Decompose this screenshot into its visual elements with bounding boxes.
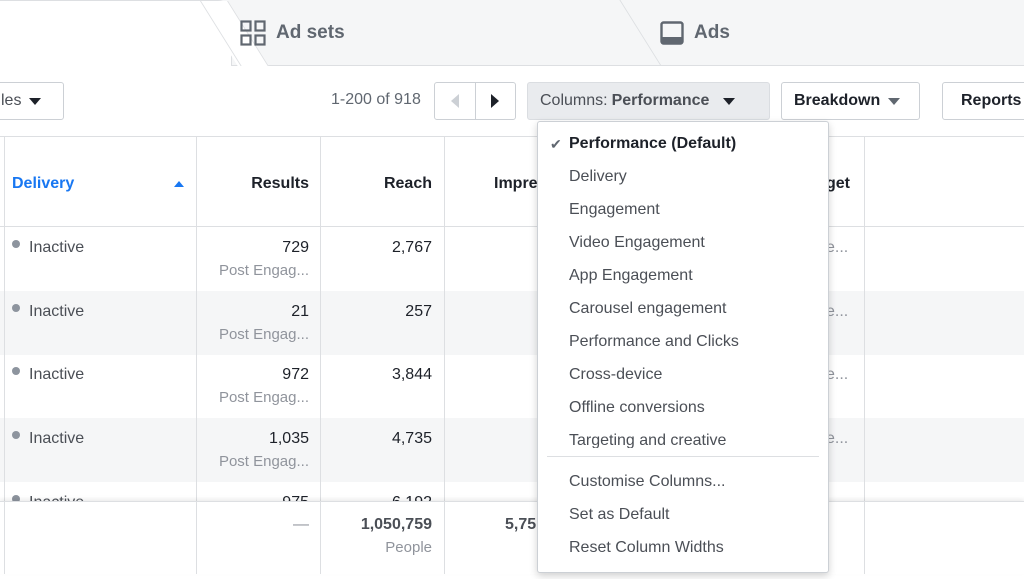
summary-row: — 1,050,759 People 5,75 <box>0 501 1024 574</box>
summary-results: — <box>293 516 309 533</box>
column-header-delivery[interactable]: Delivery <box>12 175 75 192</box>
column-divider <box>320 137 321 573</box>
column-header-reach[interactable]: Reach <box>383 175 432 192</box>
column-divider <box>4 502 5 574</box>
budget-value: e... <box>826 239 849 256</box>
table-toolbar: les 1-200 of 918 Columns: Performance Br… <box>0 66 1024 136</box>
delivery-status: Inactive <box>29 239 85 256</box>
level-tab-bar: Ad sets Ads <box>0 0 1024 67</box>
tab-ad-sets[interactable]: Ad sets <box>199 0 640 66</box>
menu-item-customise-columns[interactable]: Customise Columns... <box>569 473 726 490</box>
menu-divider <box>547 456 819 457</box>
sort-ascending-icon[interactable] <box>174 181 184 187</box>
budget-value: e... <box>826 303 849 320</box>
table-row[interactable]: Inactive 21 Post Engag... 257 e... <box>0 291 1024 355</box>
summary-reach: 1,050,759 <box>360 516 432 533</box>
chevron-down-icon <box>723 97 736 105</box>
column-header-results[interactable]: Results <box>251 175 309 192</box>
pagination <box>434 82 516 120</box>
budget-value: e... <box>826 366 849 383</box>
summary-impressions: 5,75 <box>505 516 537 533</box>
delivery-status: Inactive <box>29 430 85 447</box>
status-dot <box>12 240 20 248</box>
previous-page-button[interactable] <box>435 83 476 119</box>
ad-sets-grid-icon <box>240 20 266 46</box>
status-dot <box>12 304 20 312</box>
menu-item-cross-device[interactable]: Cross-device <box>569 366 663 383</box>
results-value: 972 <box>282 366 309 383</box>
tab-ad-sets-label: Ad sets <box>276 22 345 43</box>
columns-label: Columns: <box>540 92 608 109</box>
reports-label: Reports <box>961 92 1022 109</box>
delivery-status: Inactive <box>29 366 85 383</box>
ads-monitor-icon <box>660 21 684 45</box>
column-divider <box>196 502 197 574</box>
results-type: Post Engag... <box>218 389 309 406</box>
results-type: Post Engag... <box>218 326 309 343</box>
columns-dropdown-button[interactable]: Columns: Performance <box>527 82 770 120</box>
menu-item-reset-column-widths[interactable]: Reset Column Widths <box>569 539 724 556</box>
columns-value: Performance <box>611 92 710 109</box>
tab-campaigns[interactable] <box>0 0 232 67</box>
column-divider <box>864 137 865 573</box>
column-divider <box>864 502 865 574</box>
breakdown-label: Breakdown <box>794 92 881 109</box>
reach-value: 257 <box>405 303 432 320</box>
column-divider <box>196 137 197 573</box>
menu-item-video-engagement[interactable]: Video Engagement <box>569 234 705 251</box>
menu-item-targeting-and-creative[interactable]: Targeting and creative <box>569 432 727 448</box>
column-divider <box>444 137 445 573</box>
column-divider <box>444 502 445 574</box>
results-value: 21 <box>291 303 309 320</box>
results-count: 1-200 of 918 <box>331 91 421 108</box>
results-type: Post Engag... <box>218 262 309 279</box>
checkmark-icon: ✔ <box>550 136 562 152</box>
table-row[interactable]: Inactive 972 Post Engag... 3,844 e... <box>0 354 1024 418</box>
tab-ads-label: Ads <box>694 22 730 43</box>
rules-dropdown-label: les <box>1 92 22 109</box>
breakdown-dropdown-button[interactable]: Breakdown <box>781 82 920 120</box>
next-page-button[interactable] <box>476 83 516 119</box>
reach-value: 2,767 <box>391 239 432 256</box>
tab-ads[interactable]: Ads <box>619 0 1024 66</box>
status-dot <box>12 367 20 375</box>
menu-item-app-engagement[interactable]: App Engagement <box>569 267 693 284</box>
menu-item-carousel-engagement[interactable]: Carousel engagement <box>569 300 727 317</box>
chevron-left-icon <box>450 94 459 108</box>
header-divider <box>0 226 1024 227</box>
status-dot <box>12 431 20 439</box>
menu-item-performance-and-clicks[interactable]: Performance and Clicks <box>569 333 739 350</box>
reach-value: 3,844 <box>391 366 432 383</box>
menu-item-delivery[interactable]: Delivery <box>569 168 627 185</box>
status-dot <box>12 495 20 503</box>
menu-item-offline-conversions[interactable]: Offline conversions <box>569 399 705 416</box>
results-value: 729 <box>282 239 309 256</box>
columns-dropdown-menu: ✔ Performance (Default) Delivery Engagem… <box>537 121 829 573</box>
campaigns-table: Inactive 729 Post Engag... 2,767 e... In… <box>0 136 1024 579</box>
menu-item-set-as-default[interactable]: Set as Default <box>569 506 670 523</box>
column-divider <box>320 502 321 574</box>
column-divider <box>4 137 5 573</box>
delivery-status: Inactive <box>29 303 85 320</box>
menu-item-performance-default[interactable]: Performance (Default) <box>569 135 737 152</box>
reports-dropdown-button[interactable]: Reports <box>942 82 1024 120</box>
chevron-down-icon <box>29 97 42 105</box>
column-header-budget[interactable]: get <box>826 175 850 192</box>
summary-reach-unit: People <box>385 539 432 556</box>
rules-dropdown-button[interactable]: les <box>0 82 64 120</box>
menu-item-engagement[interactable]: Engagement <box>569 201 660 218</box>
budget-value: e... <box>826 430 849 447</box>
reach-value: 4,735 <box>391 430 432 447</box>
table-row[interactable]: Inactive 1,035 Post Engag... 4,735 e... <box>0 418 1024 482</box>
chevron-down-icon <box>888 97 901 105</box>
table-row[interactable]: Inactive 729 Post Engag... 2,767 e... <box>0 227 1024 291</box>
results-type: Post Engag... <box>218 453 309 470</box>
results-value: 1,035 <box>268 430 309 447</box>
chevron-right-icon <box>491 94 500 108</box>
column-header-impressions[interactable]: Impre <box>494 175 538 192</box>
